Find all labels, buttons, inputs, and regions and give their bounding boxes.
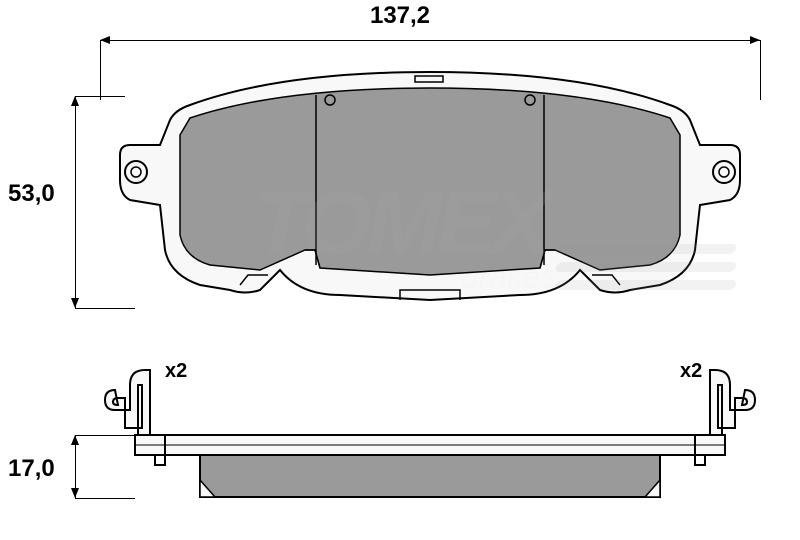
watermark-stripes	[556, 236, 736, 298]
brake-pad-side-view	[0, 340, 800, 540]
